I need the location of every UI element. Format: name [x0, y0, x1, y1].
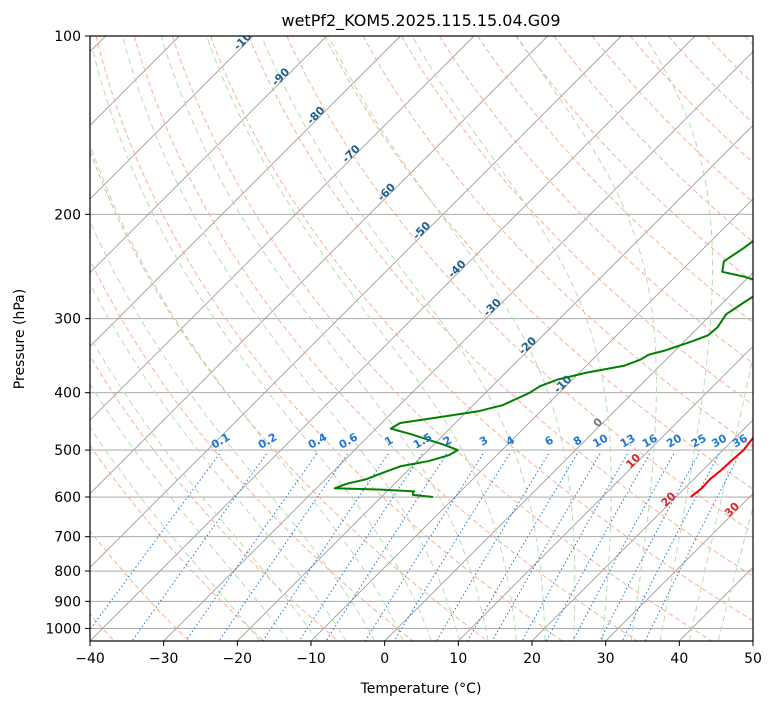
- sounding-lines: [333, 239, 753, 498]
- isotherm-line: [163, 51, 753, 641]
- y-tick-label: 400: [54, 386, 81, 402]
- y-tick-label: 900: [54, 594, 81, 610]
- mixing-ratio-line: [521, 453, 628, 641]
- mixing-ratio-line: [467, 453, 578, 641]
- x-tick-label: 50: [744, 651, 762, 667]
- dry-adiabat-line: [438, 36, 753, 365]
- dry-adiabat-line: [95, 36, 563, 641]
- dry-adiabat-line: [171, 36, 712, 641]
- plot-background: [90, 36, 753, 641]
- y-tick-label: 200: [54, 207, 81, 223]
- isotherm-line: [90, 36, 401, 347]
- y-axis-ticks: 100 200 300 400 500 600 700 800 900 1000: [45, 29, 90, 637]
- mixing-ratio-line: [131, 453, 268, 641]
- mixing-ratio-line: [90, 453, 221, 631]
- mixing-ratio-line: [298, 453, 423, 641]
- isotherm-line: [531, 419, 753, 641]
- moist-adiabat-line: [688, 354, 753, 641]
- mixing-ratio-line: [325, 453, 448, 641]
- moist-adiabat-line: [90, 143, 404, 641]
- dry-adiabat-line: [210, 36, 753, 622]
- chart-title: wetPf2_KOM5.2025.115.15.04.G09: [281, 11, 560, 31]
- mixing-ratio-line: [644, 453, 741, 641]
- mixing-ratio-line: [435, 453, 550, 641]
- dewpoint-profile-line: [333, 239, 753, 498]
- temperature-profile-line: [690, 436, 753, 498]
- moist-adiabat-line: [90, 219, 376, 641]
- x-tick-label: −30: [149, 651, 179, 667]
- x-tick-label: −20: [223, 651, 253, 667]
- x-tick-label: 30: [597, 651, 615, 667]
- mixing-ratio-line: [545, 453, 650, 641]
- isotherm-line: [384, 272, 753, 641]
- x-tick-label: 40: [670, 651, 688, 667]
- moist-adiabat-line: [90, 282, 347, 641]
- moist-adiabat-line: [122, 36, 461, 641]
- isotherm-line: [90, 36, 622, 568]
- dry-adiabat-line: [248, 36, 753, 577]
- moist-adiabat-line: [206, 36, 517, 641]
- x-tick-label: 10: [449, 651, 467, 667]
- mixing-ratio-line: [621, 453, 720, 641]
- y-tick-label: 800: [54, 564, 81, 580]
- dry-adiabat-line: [629, 36, 753, 164]
- moist-adiabat-line: [644, 36, 714, 641]
- moist-adiabat-line: [717, 505, 753, 641]
- x-axis-label: Temperature (°C): [360, 681, 482, 697]
- dry-adiabat-line: [286, 36, 753, 533]
- y-tick-label: 1000: [45, 621, 81, 637]
- x-axis-ticks: −40 −30 −20 −10 0 10 20 30 40 50: [75, 641, 762, 667]
- x-tick-label: −40: [75, 651, 105, 667]
- plot-frame: [89, 35, 754, 642]
- y-tick-label: 600: [54, 490, 81, 506]
- dry-adiabat-line: [90, 258, 414, 641]
- dry-adiabat-line: [324, 36, 753, 490]
- mixing-ratio-line: [262, 453, 389, 641]
- y-axis-label: Pressure (hPa): [12, 289, 28, 389]
- moist-adiabat-line: [90, 335, 319, 641]
- x-tick-label: 20: [523, 651, 541, 667]
- y-tick-label: 700: [54, 530, 81, 546]
- y-tick-label: 300: [54, 312, 81, 328]
- moist-adiabat-line: [260, 36, 546, 641]
- mixing-ratio-line: [364, 453, 484, 641]
- moist-adiabat-line: [92, 50, 432, 641]
- moist-adiabat-line: [516, 36, 657, 641]
- mixing-ratio-line: [491, 453, 601, 641]
- x-tick-label: 0: [380, 651, 389, 667]
- isotherm-line: [90, 36, 475, 421]
- dry-adiabat-line: [515, 36, 753, 283]
- dry-adiabat-line: [400, 36, 753, 406]
- dry-adiabat-line: [90, 149, 488, 641]
- moist-adiabat-line: [160, 36, 489, 641]
- mixing-ratio-line: [393, 453, 511, 641]
- dry-adiabat-line: [553, 36, 753, 243]
- isotherm-line: [90, 36, 254, 200]
- isotherm-line: [237, 124, 753, 641]
- isotherm-line: [90, 36, 548, 495]
- y-tick-label: 100: [54, 29, 81, 45]
- moist-adiabat-line: [90, 426, 261, 641]
- moist-adiabat-line: [328, 36, 576, 641]
- moist-adiabat-line: [90, 383, 290, 641]
- y-tick-label: 500: [54, 443, 81, 459]
- x-tick-label: −10: [296, 651, 326, 667]
- isotherm-line: [90, 36, 327, 274]
- dry-adiabat-line: [362, 36, 753, 448]
- isotherm-line: [458, 345, 753, 641]
- background-lines: [90, 36, 753, 641]
- isotherm-line: [90, 36, 696, 641]
- moist-adiabat-line: [411, 36, 612, 641]
- dry-adiabat-line: [90, 444, 264, 641]
- isotherm-line: [605, 493, 753, 641]
